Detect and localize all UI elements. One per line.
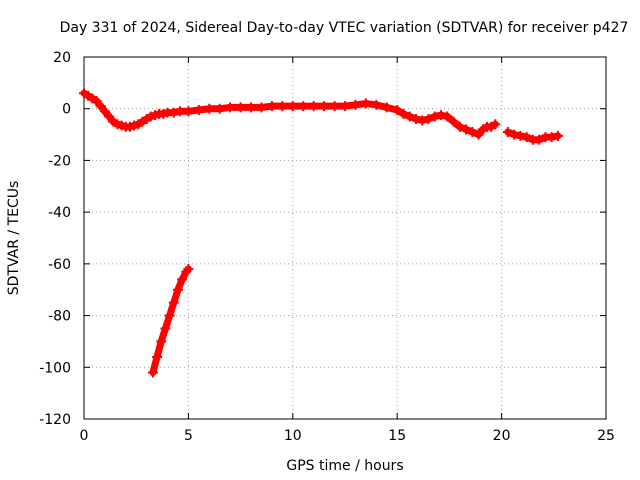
- data-point: [214, 103, 225, 114]
- x-tick-label: 0: [80, 428, 89, 444]
- data-point: [160, 323, 171, 334]
- data-point: [398, 108, 409, 119]
- data-point: [99, 106, 110, 117]
- data-point: [340, 101, 350, 112]
- data-point: [442, 111, 453, 122]
- series-group: [147, 264, 194, 378]
- data-point: [546, 132, 557, 143]
- data-point: [235, 102, 246, 113]
- data-point: [298, 101, 309, 112]
- data-point: [392, 105, 403, 116]
- x-tick-label: 25: [597, 428, 615, 444]
- data-point: [461, 124, 472, 135]
- data-point: [104, 111, 115, 122]
- y-axis-label: SDTVAR / TECUs: [6, 181, 22, 296]
- data-point: [552, 130, 563, 141]
- data-point: [381, 102, 392, 113]
- data-point: [175, 106, 186, 117]
- data-point: [329, 101, 340, 112]
- data-point: [404, 111, 415, 122]
- data-point: [277, 101, 288, 112]
- plot-area-border: [83, 56, 607, 420]
- data-point: [256, 102, 267, 113]
- y-tick-label: -20: [48, 153, 71, 169]
- data-point: [473, 129, 484, 140]
- data-point: [490, 119, 501, 130]
- data-point: [350, 99, 361, 110]
- data-point: [225, 102, 236, 113]
- data-point: [152, 351, 163, 362]
- x-axis-tick-labels: 0 5 10 15 20 25: [80, 428, 615, 444]
- data-point: [164, 310, 175, 321]
- y-tick-label: 0: [62, 102, 71, 118]
- x-tick-label: 15: [388, 428, 406, 444]
- series-group: [502, 126, 563, 145]
- data-point: [287, 101, 298, 112]
- y-tick-label: -40: [48, 205, 71, 221]
- data-point: [371, 99, 382, 110]
- y-tick-label: -80: [48, 309, 71, 325]
- data-point: [193, 105, 204, 116]
- data-point: [360, 98, 371, 109]
- data-point: [502, 126, 513, 137]
- data-point: [147, 367, 158, 378]
- x-axis-label: GPS time / hours: [286, 458, 403, 474]
- y-tick-label: 20: [53, 50, 71, 66]
- data-point: [319, 101, 330, 112]
- data-point: [177, 274, 188, 285]
- data-point: [91, 95, 102, 106]
- y-tick-label: -60: [48, 257, 71, 273]
- series-group: [79, 88, 501, 140]
- data-point: [534, 134, 545, 145]
- data-point: [246, 102, 257, 113]
- data-points: [79, 88, 563, 378]
- data-point: [156, 336, 167, 347]
- data-point: [423, 114, 434, 125]
- x-tick-label: 5: [184, 428, 193, 444]
- x-tick-label: 20: [493, 428, 511, 444]
- data-point: [454, 121, 465, 132]
- data-point: [172, 284, 183, 295]
- data-point: [266, 101, 277, 112]
- data-point: [467, 126, 478, 137]
- data-point: [183, 106, 194, 117]
- data-point: [183, 264, 194, 275]
- data-point: [95, 101, 106, 112]
- y-tick-label: -100: [39, 360, 71, 376]
- axis-ticks: [83, 56, 607, 420]
- chart-title: Day 331 of 2024, Sidereal Day-to-day VTE…: [60, 20, 629, 36]
- data-point: [168, 297, 179, 308]
- data-point: [521, 132, 532, 143]
- y-tick-label: -120: [39, 412, 71, 428]
- data-point: [308, 101, 319, 112]
- x-tick-label: 10: [284, 428, 302, 444]
- y-axis-tick-labels: -120 -100 -80 -60 -40 -20 0 20: [39, 50, 71, 428]
- data-point: [448, 116, 459, 127]
- data-point: [204, 103, 215, 114]
